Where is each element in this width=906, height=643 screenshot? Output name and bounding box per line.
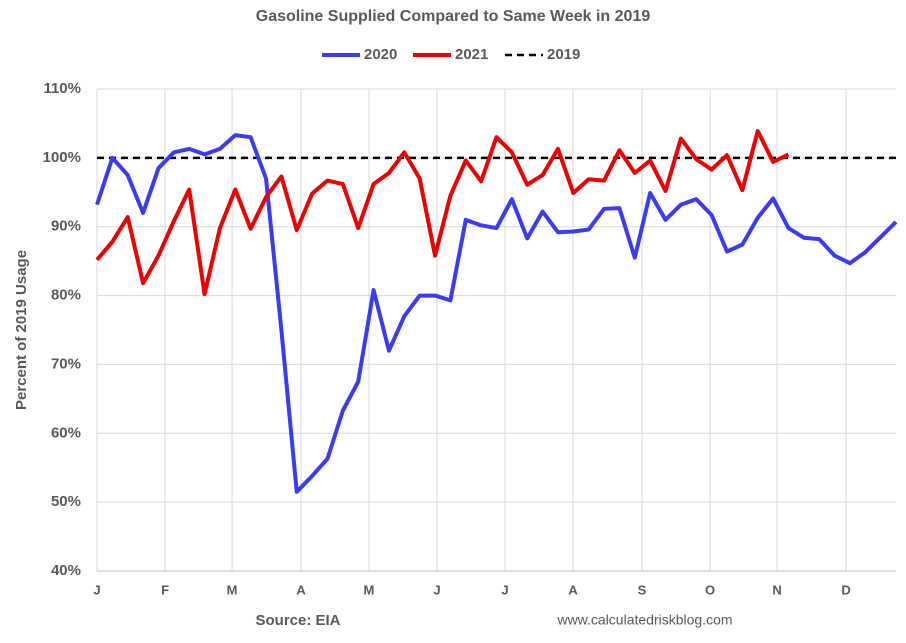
x-tick-label: M (364, 582, 375, 597)
x-tick-label: M (227, 582, 238, 597)
x-tick-label: S (638, 582, 647, 597)
credit: www.calculatedriskblog.com (556, 612, 732, 628)
legend-label: 2020 (364, 46, 397, 63)
legend-label: 2021 (455, 46, 488, 63)
source: Source: EIA (255, 612, 340, 629)
y-tick-label: 50% (51, 493, 81, 510)
y-axis-label: Percent of 2019 Usage (13, 250, 30, 410)
y-tick-label: 40% (51, 562, 81, 579)
x-tick-label: A (296, 582, 306, 597)
x-tick-label: J (93, 582, 100, 597)
x-tick-label: O (705, 582, 715, 597)
y-tick-label: 60% (51, 424, 81, 441)
y-tick-label: 110% (43, 80, 81, 97)
x-tick-label: J (433, 582, 440, 597)
x-tick-label: A (568, 582, 578, 597)
y-tick-label: 80% (51, 287, 81, 304)
y-tick-label: 90% (51, 218, 81, 235)
legend-label: 2019 (547, 46, 580, 63)
x-tick-label: D (841, 582, 850, 597)
x-tick-label: F (161, 582, 169, 597)
x-tick-label: J (501, 582, 508, 597)
chart-title: Gasoline Supplied Compared to Same Week … (256, 8, 651, 25)
series-line (95, 133, 898, 494)
y-tick-label: 100% (43, 149, 81, 166)
y-tick-label: 70% (51, 355, 81, 372)
series-line (95, 129, 790, 297)
x-tick-label: N (772, 582, 781, 597)
